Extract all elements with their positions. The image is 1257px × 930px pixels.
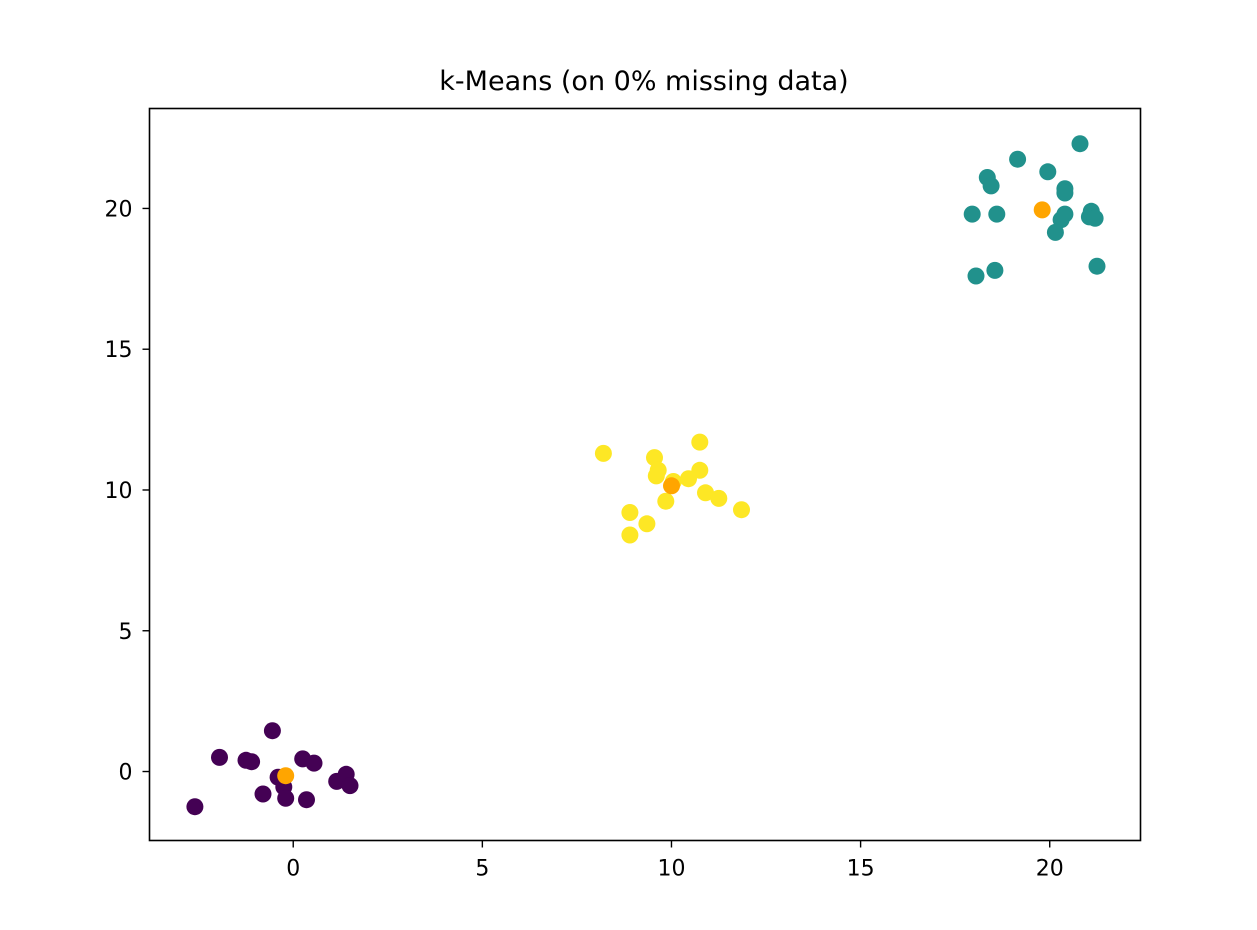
cluster-2-point-11 bbox=[657, 492, 675, 510]
cluster-2-point-3 bbox=[647, 467, 665, 485]
plot-frame bbox=[148, 107, 1142, 842]
cluster-1-point-1 bbox=[982, 177, 1000, 195]
cluster-1-point-16 bbox=[986, 261, 1004, 279]
cluster-0-point-8 bbox=[277, 789, 295, 807]
cluster-0-point-0 bbox=[186, 798, 204, 816]
cluster-1-point-17 bbox=[1088, 257, 1106, 275]
x-axis: 0 5 10 15 20 bbox=[286, 840, 1064, 882]
y-tick-label-10: 10 bbox=[105, 479, 133, 504]
cluster-1-point-15 bbox=[967, 267, 985, 285]
cluster-1-point-11 bbox=[1046, 223, 1064, 241]
y-tick-label-15: 15 bbox=[105, 338, 133, 363]
cluster-2-point-9 bbox=[710, 489, 728, 507]
cluster-1-point-2 bbox=[1009, 150, 1027, 168]
cluster-1-point-14 bbox=[1086, 209, 1104, 227]
centroids-layer bbox=[277, 201, 1051, 785]
cluster-1-point-3 bbox=[1039, 163, 1057, 181]
x-tick-label-20: 20 bbox=[1036, 857, 1064, 882]
cluster-2-point-14 bbox=[621, 526, 639, 544]
points-layer bbox=[186, 135, 1106, 816]
cluster-1-point-10 bbox=[1056, 205, 1074, 223]
cluster-0-point-1 bbox=[211, 748, 228, 766]
cluster-0-point-5 bbox=[254, 785, 272, 803]
x-tick-label-0: 0 bbox=[286, 857, 300, 882]
cluster-2-point-7 bbox=[691, 433, 709, 451]
centroid-2 bbox=[663, 477, 680, 495]
centroid-0 bbox=[277, 767, 295, 785]
cluster-1-point-8 bbox=[988, 205, 1006, 223]
cluster-1-point-4 bbox=[1071, 135, 1089, 153]
cluster-0-point-14 bbox=[341, 777, 359, 795]
cluster-2-point-12 bbox=[621, 504, 639, 521]
y-tick-label-20: 20 bbox=[105, 197, 133, 222]
x-tick-label-15: 15 bbox=[847, 857, 875, 882]
cluster-2-point-6 bbox=[691, 461, 709, 479]
cluster-2-point-0 bbox=[594, 444, 612, 462]
cluster-2-point-10 bbox=[733, 501, 750, 519]
x-tick-label-5: 5 bbox=[475, 857, 489, 882]
cluster-0-point-3 bbox=[243, 753, 261, 771]
chart-title: k-Means (on 0% missing data) bbox=[439, 66, 848, 97]
cluster-0-point-10 bbox=[305, 754, 323, 772]
cluster-0-point-11 bbox=[298, 791, 315, 809]
cluster-1-point-7 bbox=[963, 205, 981, 223]
y-tick-label-0: 0 bbox=[119, 761, 133, 786]
cluster-2-point-8 bbox=[697, 484, 714, 502]
x-tick-label-10: 10 bbox=[657, 857, 685, 882]
cluster-2-point-13 bbox=[638, 515, 656, 533]
cluster-0-point-4 bbox=[263, 722, 281, 740]
cluster-1-point-6 bbox=[1056, 184, 1074, 202]
centroid-1 bbox=[1033, 201, 1051, 219]
y-axis: 0 5 10 15 20 bbox=[105, 197, 150, 786]
y-tick-label-5: 5 bbox=[119, 620, 133, 645]
